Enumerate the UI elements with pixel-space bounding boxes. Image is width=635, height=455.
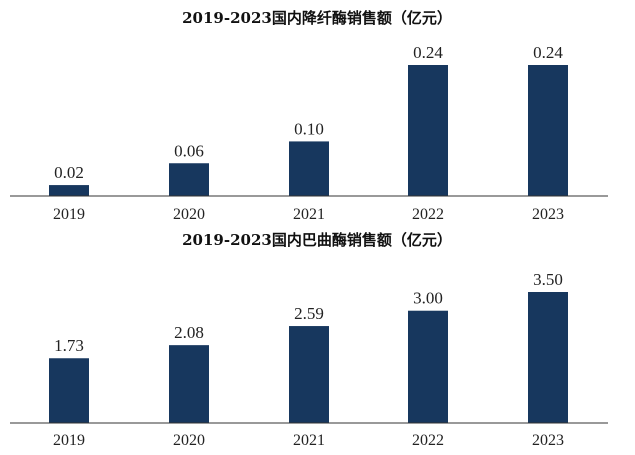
chart-2-bar-2023 (528, 292, 568, 423)
chart-1-data-label-2022: 0.24 (413, 43, 443, 62)
chart-1-tick-2021: 2021 (293, 206, 325, 223)
chart-2-data-label-2021: 2.59 (294, 304, 324, 323)
chart-1-data-label-2023: 0.24 (533, 43, 563, 62)
chart-2-bar-2022 (408, 310, 448, 423)
chart-1-title: 2019-2023国内降纤酶销售额（亿元） (182, 9, 452, 27)
chart-1-bar-2020 (169, 163, 209, 196)
chart-1-data-label-2020: 0.06 (174, 141, 204, 160)
chart-2-tick-2023: 2023 (532, 432, 564, 449)
chart-2-tick-2022: 2022 (412, 432, 444, 449)
chart-1: 2019-2023国内降纤酶销售额（亿元） 0.020.060.100.24 0.… (10, 9, 608, 223)
chart-2: 2019-2023国内巴曲酶销售额（亿元） 1.73 2.08 2.59 3.00 3.… (10, 231, 608, 449)
chart-2-tick-2020: 2020 (173, 432, 205, 449)
chart-1-bars: 0.02 0.06 0.10 0.24 0.24 (49, 43, 568, 196)
chart-2-bar-2021 (289, 326, 329, 423)
chart-1-tick-2023: 2023 (532, 206, 564, 223)
chart-1-tick-2022: 2022 (412, 206, 444, 223)
chart-1-bar-2019 (49, 185, 89, 196)
chart-2-title: 2019-2023国内巴曲酶销售额（亿元） (182, 231, 452, 249)
chart-2-bar-2019 (49, 358, 89, 423)
chart-1-bar-2021 (289, 141, 329, 196)
chart-1-x-ticks: 2019 2020 2021 2022 2023 (53, 206, 564, 223)
chart-1-data-label-2021: 0.10 (294, 119, 324, 138)
chart-2-data-label-2020: 2.08 (174, 323, 204, 342)
chart-2-tick-2019: 2019 (53, 432, 85, 449)
chart-1-tick-2019: 2019 (53, 206, 85, 223)
chart-2-x-ticks: 2019 2020 2021 2022 2023 (53, 432, 564, 449)
chart-2-bar-2020 (169, 345, 209, 423)
chart-1-bar-2022 (408, 65, 448, 196)
chart-2-data-label-2023: 3.50 (533, 270, 563, 289)
chart-1-tick-2020: 2020 (173, 206, 205, 223)
chart-2-bars: 1.73 2.08 2.59 3.00 3.50 (49, 270, 568, 423)
chart-1-bar-2023 (528, 65, 568, 196)
chart-2-data-label-2019: 1.73 (54, 336, 84, 355)
chart-2-data-label-2022: 3.00 (413, 289, 443, 308)
chart-1-data-label-2019: 0.02 (54, 163, 84, 182)
chart-2-tick-2021: 2021 (293, 432, 325, 449)
